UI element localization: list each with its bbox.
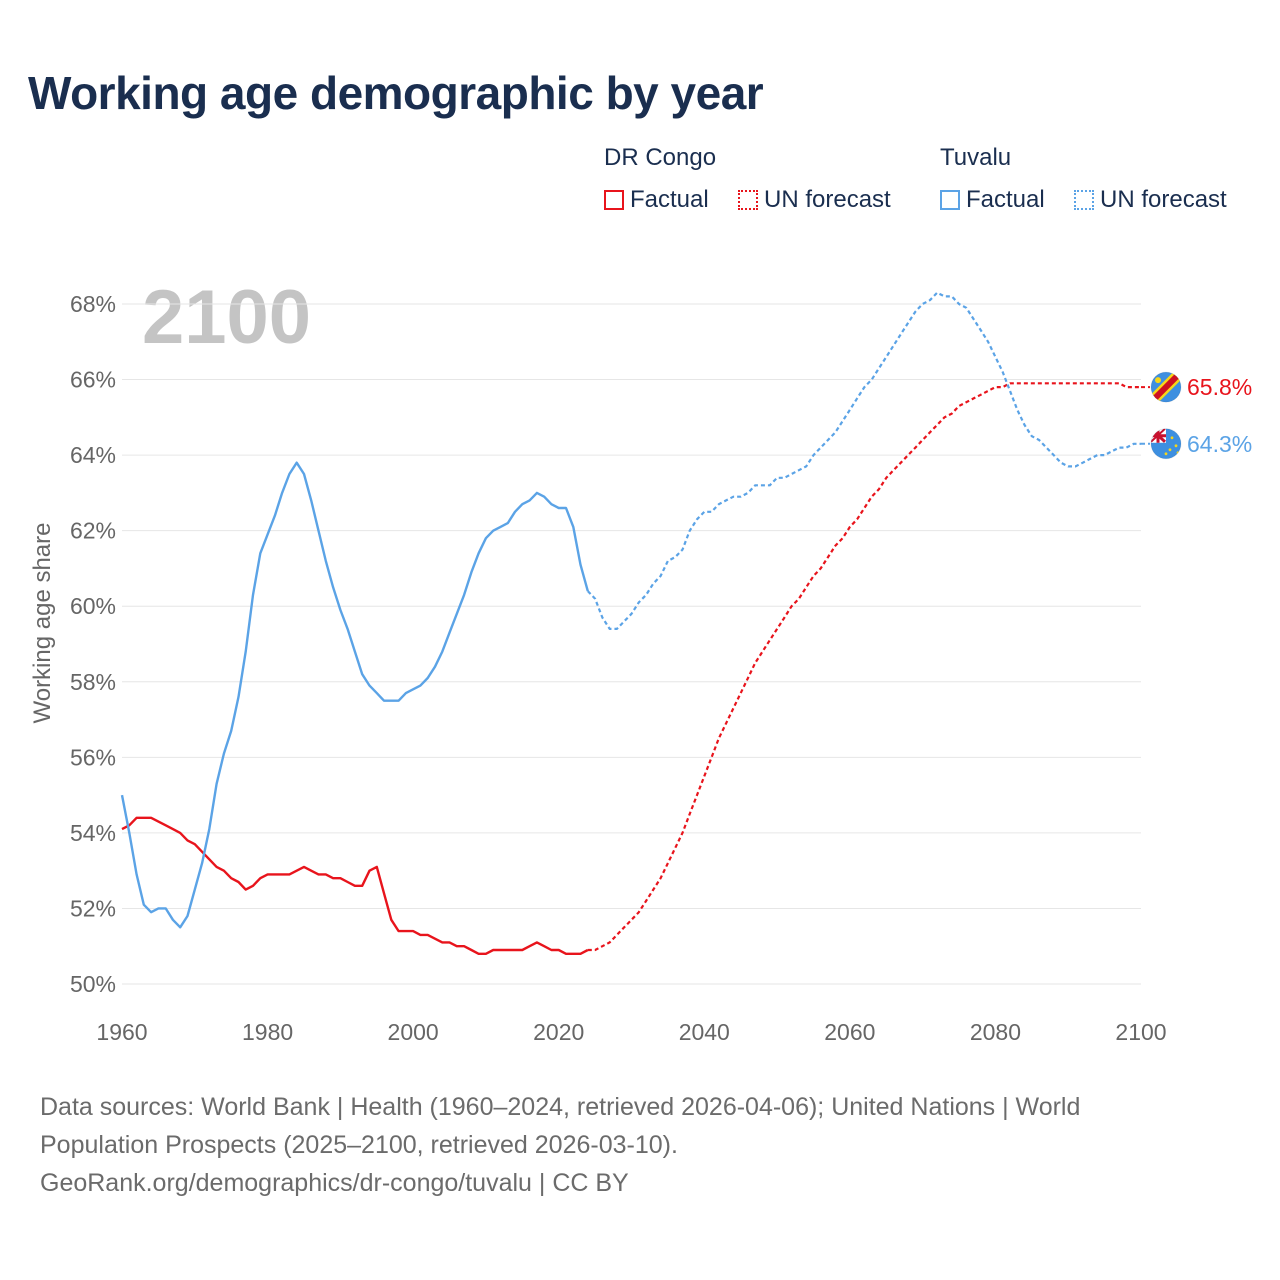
series-line-tuvalu-factual[interactable] bbox=[120, 461, 589, 929]
y-tick-label: 52% bbox=[70, 895, 116, 921]
y-tick-label: 50% bbox=[70, 971, 116, 997]
x-axis-ticks: 1960 1980 2000 2020 2040 2060 2080 2100 bbox=[96, 1019, 1166, 1045]
end-marker-tuvalu[interactable] bbox=[1150, 428, 1182, 460]
gridlines bbox=[122, 303, 1141, 985]
chart-title: Working age demographic by year bbox=[28, 67, 764, 119]
legend-item-tuvalu-factual[interactable]: Factual bbox=[940, 186, 1045, 214]
y-tick-label: 56% bbox=[70, 744, 116, 770]
y-tick-label: 64% bbox=[70, 442, 116, 468]
legend-label-dr-congo-factual: Factual bbox=[630, 186, 709, 213]
y-tick-label: 54% bbox=[70, 820, 116, 846]
x-tick-label: 2100 bbox=[1115, 1019, 1166, 1045]
source-line-2: Population Prospects (2025–2100, retriev… bbox=[40, 1131, 678, 1159]
y-tick-label: 68% bbox=[70, 291, 116, 317]
y-axis-label: Working age share bbox=[29, 523, 56, 724]
y-tick-label: 66% bbox=[70, 367, 116, 393]
legend-swatch-tuvalu-factual bbox=[940, 190, 960, 210]
x-tick-label: 2080 bbox=[970, 1019, 1021, 1045]
legend-label-tuvalu-factual: Factual bbox=[966, 186, 1045, 213]
series-lines bbox=[120, 291, 1141, 955]
legend-item-tuvalu-forecast[interactable]: UN forecast bbox=[1074, 186, 1227, 214]
source-line-3[interactable]: GeoRank.org/demographics/dr-congo/tuvalu… bbox=[40, 1169, 629, 1197]
year-overlay: 2100 bbox=[142, 275, 311, 360]
x-tick-label: 2020 bbox=[533, 1019, 584, 1045]
x-tick-label: 2000 bbox=[388, 1019, 439, 1045]
x-tick-label: 1980 bbox=[242, 1019, 293, 1045]
y-tick-label: 62% bbox=[70, 518, 116, 544]
legend-label-dr-congo-forecast: UN forecast bbox=[764, 186, 891, 213]
end-markers: 65.8% 64.3% bbox=[1141, 371, 1252, 460]
legend-group-title-dr-congo: DR Congo bbox=[604, 144, 717, 171]
tuvalu-flag-icon bbox=[1151, 428, 1181, 459]
line-chart: 2100 50% 52% 54% 56% 58% 60% 62% 64% 66% 68% 1960… bbox=[29, 275, 1252, 1045]
series-line-dr-congo-forecast[interactable] bbox=[587, 382, 1141, 952]
dr-congo-flag-icon bbox=[1151, 372, 1181, 403]
x-tick-label: 2040 bbox=[679, 1019, 730, 1045]
legend-swatch-dr-congo-factual bbox=[604, 190, 624, 210]
legend-item-dr-congo-factual[interactable]: Factual bbox=[604, 186, 709, 214]
legend-swatch-tuvalu-forecast bbox=[1074, 190, 1094, 210]
series-line-dr-congo-factual[interactable] bbox=[121, 816, 589, 955]
source-line-1: Data sources: World Bank | Health (1960–… bbox=[40, 1093, 1081, 1121]
y-tick-label: 60% bbox=[70, 593, 116, 619]
legend-swatch-dr-congo-forecast bbox=[738, 190, 758, 210]
y-tick-label: 58% bbox=[70, 669, 116, 695]
x-tick-label: 1960 bbox=[96, 1019, 147, 1045]
legend-label-tuvalu-forecast: UN forecast bbox=[1100, 186, 1227, 213]
end-marker-dr-congo[interactable] bbox=[1150, 371, 1182, 403]
series-line-tuvalu-forecast[interactable] bbox=[587, 291, 1141, 630]
source-note: Data sources: World Bank | Health (1960–… bbox=[40, 1088, 1220, 1202]
legend-item-dr-congo-forecast[interactable]: UN forecast bbox=[738, 186, 891, 214]
end-value-label-dr-congo: 65.8% bbox=[1187, 374, 1252, 400]
end-value-label-tuvalu: 64.3% bbox=[1187, 431, 1252, 457]
y-axis-ticks: 50% 52% 54% 56% 58% 60% 62% 64% 66% 68% bbox=[70, 291, 116, 997]
legend-group-title-tuvalu: Tuvalu bbox=[940, 144, 1012, 171]
x-tick-label: 2060 bbox=[824, 1019, 875, 1045]
